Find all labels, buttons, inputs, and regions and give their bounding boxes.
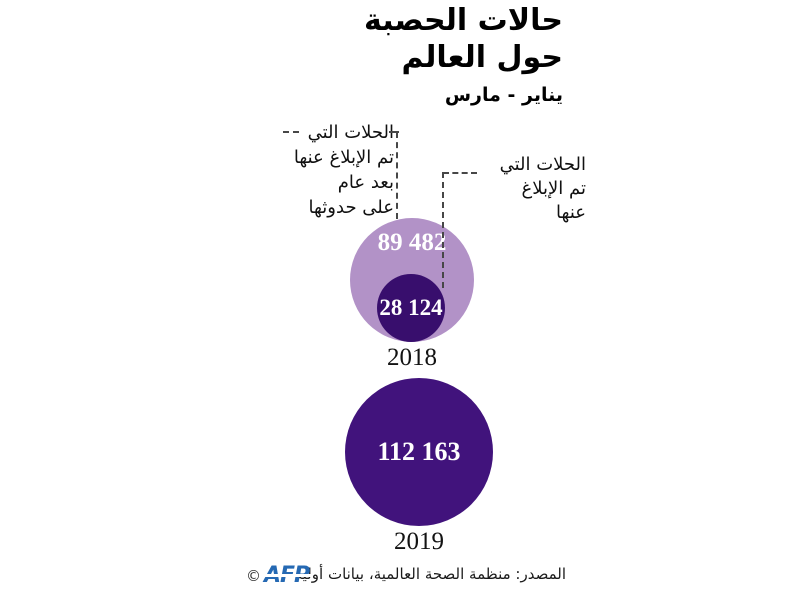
afp-logo: AFP (261, 563, 312, 588)
leader-late-corner (389, 131, 399, 133)
title-period: يناير - مارس (444, 84, 563, 106)
annotation-late-line-3: بعد عام (337, 172, 394, 193)
source-text: المصدر: منظمة الصحة العالمية، بيانات أول… (294, 565, 566, 583)
title-line-1: حالات الحصبة (364, 3, 563, 38)
annotation-late-reported: الحلات التي تم الإبلاغ عنها بعد عام على … (269, 120, 394, 220)
page-title: حالات الحصبة حول العالم (364, 2, 563, 76)
annotation-reported-line-2: تم الإبلاغ (521, 178, 586, 199)
bubble-2018-late-reported-value: 89 482 (377, 229, 447, 256)
annotation-reported-line-1: الحلات التي (499, 154, 586, 175)
annotation-late-line-4: على حدوثها (308, 197, 394, 218)
bubble-2018-reported-value: 28 124 (379, 295, 443, 320)
leader-late-vertical (396, 132, 398, 219)
leader-reported-vertical (442, 172, 444, 288)
copyright-symbol: © (246, 567, 261, 585)
title-line-2: حول العالم (401, 40, 563, 75)
bubble-2019-reported: 112 163 (345, 378, 493, 526)
bubble-2018-reported: 28 124 (377, 274, 445, 342)
annotation-late-line-2: تم الإبلاغ عنها (293, 147, 394, 168)
year-label-2018: 2018 (387, 344, 437, 371)
year-label-2019: 2019 (394, 528, 444, 555)
leader-reported-horizontal (443, 172, 477, 174)
annotation-reported-line-3: عنها (556, 202, 586, 223)
annotation-late-line-1: الحلات التي (307, 122, 394, 143)
leader-late-left-stub (283, 131, 299, 133)
bubble-2019-reported-value: 112 163 (377, 437, 461, 466)
annotation-reported: الحلات التي تم الإبلاغ عنها (466, 153, 586, 225)
